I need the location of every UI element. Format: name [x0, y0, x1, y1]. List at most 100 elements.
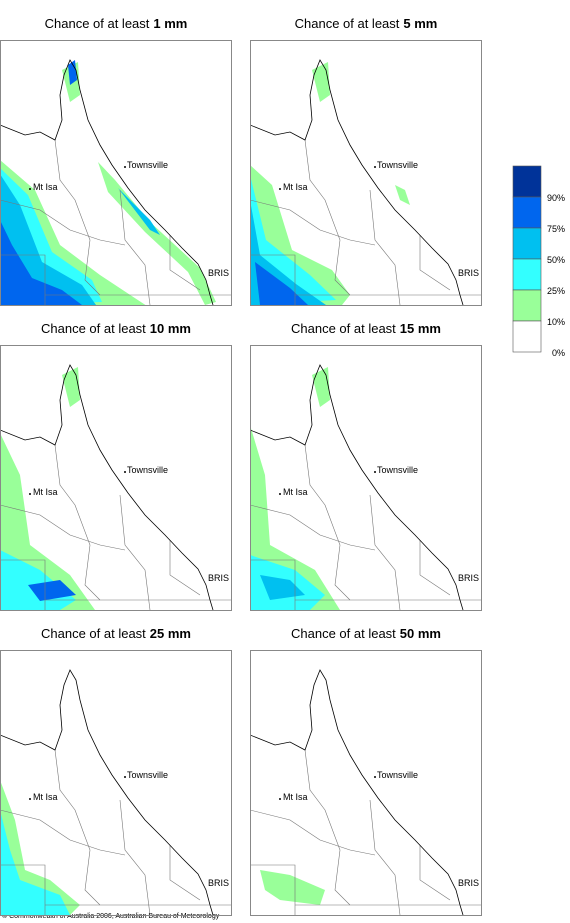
map [250, 59, 482, 305]
region-border [54, 444, 101, 601]
city-dot [124, 471, 126, 473]
rain-area [118, 188, 160, 235]
map-panel: Chance of at least 10 mm Townsville Mt Isa B… [0, 321, 232, 611]
city-label: Townsville [127, 770, 168, 780]
region-border [250, 559, 296, 610]
city-dot [374, 471, 376, 473]
map-panel: Chance of at least 5 mm Townsville Mt Isa BR… [250, 16, 482, 306]
coastline [250, 59, 464, 305]
region-border [169, 235, 201, 291]
map [250, 364, 482, 610]
city-label: Mt Isa [283, 487, 308, 497]
rain-area [62, 367, 80, 407]
region-border [0, 199, 126, 246]
city-label: Mt Isa [33, 792, 58, 802]
region-border [419, 540, 451, 596]
city-label: Mt Isa [33, 487, 58, 497]
panel-title: Chance of at least 10 mm [41, 321, 191, 336]
region-border [304, 749, 351, 906]
rain-area [395, 185, 410, 205]
legend: 90% 75% 50% 25% 10% 0% [512, 165, 565, 358]
city-label: BRIS [208, 573, 229, 583]
region-border [119, 189, 151, 305]
rain-area [312, 62, 330, 102]
region-border [0, 809, 126, 856]
region-border [419, 235, 451, 291]
title-text: Chance of at least [295, 16, 400, 31]
title-text: Chance of at least [291, 626, 396, 641]
region-border [250, 504, 376, 551]
city-label: Townsville [377, 160, 418, 170]
rain-area [260, 870, 325, 905]
region-border [250, 809, 376, 856]
rain-area [312, 367, 330, 407]
city-dot [279, 798, 281, 800]
rain-area [0, 810, 70, 915]
title-text: Chance of at least [291, 321, 396, 336]
rain-area [0, 220, 82, 305]
panel-title: Chance of at least 25 mm [41, 626, 191, 641]
region-border [419, 845, 451, 901]
region-border [119, 494, 151, 610]
coastline [0, 364, 214, 610]
region-border [369, 799, 401, 915]
title-amount: 5 mm [403, 16, 437, 31]
city-dot [124, 776, 126, 778]
legend-label: 90% [547, 193, 565, 203]
map-panel: Chance of at least 1 mm Townsville Mt Isa BR… [0, 16, 232, 306]
region-border [250, 199, 376, 246]
city-dot [29, 493, 31, 495]
legend-label: 0% [552, 348, 565, 358]
rain-area [260, 575, 305, 600]
region-border [0, 504, 126, 551]
title-amount: 10 mm [150, 321, 191, 336]
region-border [54, 139, 101, 296]
map-panel: Chance of at least 50 mm Townsville Mt Isa B… [250, 626, 482, 916]
title-amount: 25 mm [150, 626, 191, 641]
city-dot [374, 776, 376, 778]
panel-frame [0, 345, 232, 611]
city-label: Townsville [127, 465, 168, 475]
legend-label: 50% [547, 255, 565, 265]
region-border [169, 540, 201, 596]
city-dot [29, 798, 31, 800]
legend-label: 75% [547, 224, 565, 234]
map [0, 59, 232, 305]
title-text: Chance of at least [45, 16, 150, 31]
panel-title: Chance of at least 50 mm [291, 626, 441, 641]
title-amount: 1 mm [153, 16, 187, 31]
panel-title: Chance of at least 5 mm [295, 16, 438, 31]
map-panel: Chance of at least 15 mm Townsville Mt Isa B… [250, 321, 482, 611]
city-dot [279, 188, 281, 190]
panel-frame [250, 345, 482, 611]
title-amount: 15 mm [400, 321, 441, 336]
legend-swatch [512, 289, 542, 322]
map-panel: Chance of at least 25 mm Townsville Mt Isa B… [0, 626, 232, 916]
city-label: BRIS [208, 268, 229, 278]
panel-frame [0, 650, 232, 916]
city-dot [124, 166, 126, 168]
coastline [0, 59, 214, 305]
rain-area [28, 580, 76, 601]
legend-swatch [512, 258, 542, 291]
panel-frame [250, 40, 482, 306]
city-label: Mt Isa [33, 182, 58, 192]
region-border [304, 444, 351, 601]
region-border [0, 864, 46, 915]
coastline [0, 669, 214, 915]
region-border [0, 254, 46, 305]
city-dot [374, 166, 376, 168]
region-border [250, 254, 296, 305]
rain-area [68, 60, 77, 85]
coastline [250, 364, 464, 610]
region-border [0, 559, 46, 610]
city-dot [29, 188, 31, 190]
region-border [119, 799, 151, 915]
coastline [250, 669, 464, 915]
legend-swatch [512, 196, 542, 229]
region-border [369, 494, 401, 610]
legend-swatch [512, 165, 542, 198]
region-border [369, 189, 401, 305]
city-label: Townsville [377, 465, 418, 475]
